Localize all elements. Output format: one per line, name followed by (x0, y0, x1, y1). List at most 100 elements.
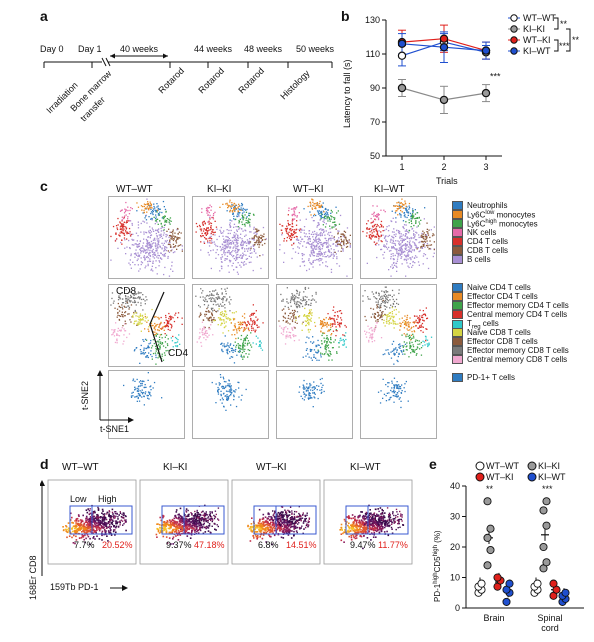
e-legend-marker (475, 461, 485, 471)
legend-swatch (452, 237, 463, 246)
legend-bracket (554, 39, 559, 52)
high-pct-3: 14.51% (286, 540, 317, 550)
legend-r2-2: Effector memory CD4 T cells (467, 301, 569, 310)
data-point (439, 43, 449, 52)
tsne2-axis-label: t-SNE2 (80, 380, 90, 410)
tsne-points-r1-c1 (110, 198, 183, 277)
day0-label: Day 0 (40, 44, 64, 54)
e-y-tick-label: 40 (450, 481, 460, 491)
tsne1-axis-label: t-SNE1 (100, 424, 130, 434)
legend-r2-1: Effector CD4 T cells (467, 292, 538, 301)
panel-d-flow-plots: 7.7% 20.52% 9.37% 47.18% 6.8% 14.51% 9.47% 11.7… (40, 479, 413, 591)
panel-c-letter: c (40, 178, 48, 194)
legend-swatch (452, 328, 463, 337)
legend-swatch (452, 283, 463, 292)
legend-r2-3: Central memory CD4 T cells (467, 310, 568, 319)
gate-label-high: High (98, 494, 117, 504)
legend-stars: ** (560, 19, 568, 29)
legend-label: KI–WT (523, 46, 551, 56)
e-data-point (542, 497, 551, 506)
panel-a-letter: a (40, 8, 48, 24)
legend-swatch (452, 210, 463, 220)
gate-high-2 (183, 505, 225, 535)
panel-c-col-header-2: KI–KI (207, 184, 232, 195)
data-point (397, 39, 407, 49)
legend-label: WT–KI (523, 35, 551, 45)
flow-x-arrowhead (122, 585, 128, 591)
e-y-tick-label: 0 (455, 603, 460, 613)
legend-stars: ** (572, 35, 580, 45)
legend-marker (510, 25, 518, 33)
tsne-box-r3-c4 (360, 370, 437, 439)
e-data-point (542, 558, 551, 567)
legend-b-cells: B cells (467, 255, 491, 264)
legend-marker (510, 36, 518, 44)
annotation-stars: *** (490, 72, 501, 82)
e-annotation: *** (542, 484, 553, 494)
tsne-points-r2-c1 (110, 287, 183, 365)
tsne-points-r2-c2 (195, 287, 264, 364)
low-pct-1: 7.7% (74, 540, 95, 550)
tsne-points-r1-c4 (362, 198, 435, 277)
panel-d-letter: d (40, 456, 49, 472)
tsne-points-r1-c3 (279, 198, 351, 277)
legend-cd4: CD4 T cells (467, 237, 509, 246)
legend-swatch (452, 219, 463, 229)
e-legend-marker (527, 472, 537, 482)
high-pct-4: 11.77% (378, 540, 408, 550)
e-legend-marker (527, 461, 537, 471)
e-legend-marker (475, 472, 485, 482)
panel-c-tsne-grid (108, 196, 437, 439)
legend-row3: PD-1+ T cells (452, 373, 515, 382)
e-legend-label: KI–WT (538, 472, 566, 482)
e-data-point (483, 497, 492, 506)
e-y-tick-label: 20 (450, 542, 460, 552)
tsne-points-r3-c2 (211, 374, 247, 411)
data-point (439, 95, 449, 105)
low-pct-3: 6.8% (258, 540, 279, 550)
e-data-point (539, 542, 548, 552)
legend-swatch (452, 310, 463, 319)
event-rotarod-3: Rotarod (236, 66, 266, 96)
x-tick-label: 1 (399, 162, 404, 172)
y-tick-label: 90 (370, 83, 380, 93)
cd4-overlay-label: CD4 (168, 348, 189, 359)
e-data-point (561, 588, 570, 597)
legend-ly6c-high: Ly6Chigh monocytes (467, 219, 538, 229)
legend-swatch (452, 337, 463, 346)
legend-r2-6: Effector CD8 T cells (467, 337, 538, 346)
low-pct-4: 9.47% (350, 540, 376, 550)
legend-stars: *** (559, 41, 570, 51)
data-point (481, 46, 491, 55)
week40-label: 40 weeks (120, 44, 159, 54)
tsne-box-r3-c3 (276, 370, 353, 439)
y-tick-label: 110 (366, 49, 380, 59)
e-data-point (477, 579, 486, 588)
panel-c-col-header-3: WT–KI (293, 184, 324, 195)
panel-e-letter: e (429, 456, 437, 472)
e-annotation: ** (486, 484, 494, 494)
panel-c-col-header-1: WT–WT (116, 184, 153, 195)
day1-label: Day 1 (78, 44, 102, 54)
legend-marker (510, 47, 518, 55)
panel-d-col-header-4: KI–WT (350, 462, 381, 473)
legend-label: WT–WT (523, 13, 556, 23)
week50-label: 50 weeks (296, 44, 335, 54)
panel-a-timeline: Day 0 Day 1 40 weeks 44 weeks 48 weeks 5… (40, 44, 335, 123)
tsne-axis-arrows (97, 370, 134, 423)
high-pct-1: 20.52% (102, 540, 133, 550)
data-point (481, 88, 491, 98)
tsne-points-r2-c3 (278, 286, 347, 361)
panel-d-col-header-1: WT–WT (62, 462, 99, 473)
tsne-points-r3-c3 (298, 377, 325, 408)
flow-ylabel: 168Er CD8 (28, 555, 38, 600)
legend-r2-7: Effector memory CD8 T cells (467, 346, 569, 355)
panel-d-col-header-3: WT–KI (256, 462, 287, 473)
panel-d-col-header-2: KI–KI (163, 462, 188, 473)
e-data-point (542, 521, 551, 530)
gate-high-1 (91, 505, 133, 535)
event-histology: Histology (278, 68, 312, 102)
legend-swatch (452, 346, 463, 355)
legend-cd8: CD8 T cells (467, 246, 509, 255)
e-data-point (539, 506, 548, 515)
